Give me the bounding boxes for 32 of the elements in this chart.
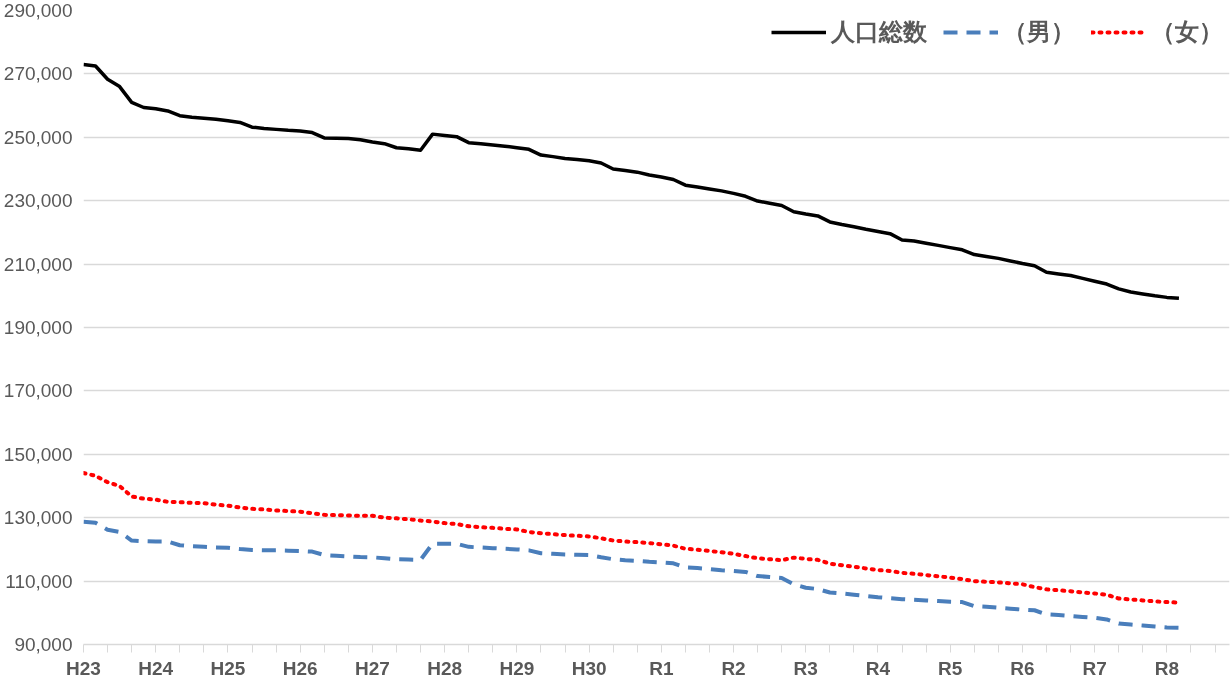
y-tick-label: 190,000 — [3, 317, 73, 338]
line-series — [83, 62, 1181, 301]
y-tick-label: 210,000 — [3, 253, 73, 275]
legend-label: （女） — [1151, 17, 1223, 47]
x-tick-label: H24 — [138, 657, 174, 679]
y-tick-label: 290,000 — [3, 0, 73, 21]
x-tick-label: R8 — [1154, 657, 1180, 679]
y-tick-label: 170,000 — [3, 380, 73, 402]
y-tick-label: 230,000 — [3, 190, 73, 212]
y-tick-label: 150,000 — [3, 443, 73, 465]
legend-label: （男） — [1003, 17, 1075, 47]
y-tick-label: 130,000 — [3, 507, 73, 529]
y-tick-label: 110,000 — [5, 570, 73, 592]
x-tick-label: H29 — [499, 657, 535, 679]
x-tick-label: H25 — [210, 657, 246, 679]
x-tick-label: H23 — [66, 657, 101, 679]
x-tick-label: R7 — [1082, 657, 1107, 679]
x-tick-label: R2 — [721, 657, 746, 679]
x-tick-label: H27 — [354, 657, 390, 679]
legend-label: 人口総数 — [831, 17, 927, 47]
x-tick-label: H28 — [427, 657, 463, 679]
y-tick-label: 250,000 — [3, 126, 73, 148]
x-tick-label: R5 — [938, 657, 963, 679]
x-tick-label: R4 — [865, 657, 891, 679]
x-tick-label: R1 — [649, 657, 674, 679]
x-tick-label: H30 — [571, 657, 607, 679]
y-tick-label: 270,000 — [3, 63, 73, 85]
y-tick-label: 90,000 — [14, 634, 73, 655]
x-tick-label: R6 — [1010, 657, 1035, 679]
line-series — [83, 519, 1181, 630]
x-tick-label: R3 — [793, 657, 818, 679]
x-tick-label: H26 — [282, 657, 318, 679]
